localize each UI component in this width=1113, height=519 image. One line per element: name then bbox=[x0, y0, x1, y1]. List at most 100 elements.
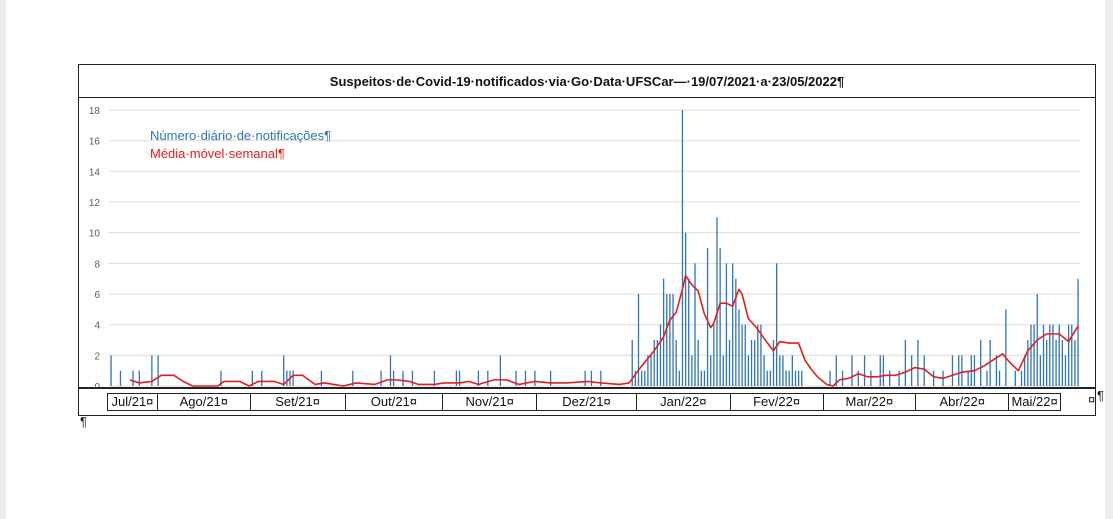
daily-bar bbox=[650, 355, 652, 386]
daily-bar bbox=[951, 355, 954, 386]
daily-bar bbox=[763, 355, 765, 386]
paragraph-mark: ¶ bbox=[80, 414, 87, 429]
daily-bar bbox=[640, 370, 643, 386]
daily-bar bbox=[590, 370, 593, 386]
daily-bar bbox=[286, 370, 288, 386]
chart-title: Suspeitos·de·Covid-19·notificados·via·Go… bbox=[79, 65, 1095, 98]
daily-bar bbox=[857, 370, 859, 386]
daily-bar bbox=[725, 263, 728, 386]
daily-bar bbox=[898, 370, 900, 386]
daily-bar bbox=[870, 370, 872, 386]
daily-bar bbox=[1030, 324, 1032, 386]
daily-bar bbox=[1058, 324, 1060, 386]
daily-bar bbox=[760, 324, 762, 386]
daily-bar bbox=[747, 355, 750, 386]
daily-bar bbox=[911, 355, 913, 386]
daily-bar bbox=[402, 370, 404, 386]
daily-bar bbox=[110, 355, 112, 386]
daily-bar bbox=[841, 370, 844, 386]
daily-bar bbox=[738, 309, 740, 386]
daily-bar bbox=[534, 370, 536, 386]
daily-bar bbox=[458, 370, 461, 386]
daily-bar bbox=[932, 370, 935, 386]
daily-bar bbox=[662, 278, 665, 386]
daily-bar bbox=[716, 217, 718, 386]
daily-bar bbox=[879, 355, 881, 386]
daily-bar bbox=[666, 294, 668, 386]
daily-bar bbox=[515, 370, 517, 386]
daily-bar bbox=[659, 324, 662, 386]
daily-bar bbox=[1020, 370, 1023, 386]
daily-bar bbox=[251, 370, 253, 386]
daily-bar bbox=[923, 355, 925, 386]
daily-bar bbox=[634, 370, 637, 386]
y-tick-label: 12 bbox=[89, 198, 101, 209]
daily-bar bbox=[958, 355, 960, 386]
cell-end-mark: ¤ bbox=[1088, 392, 1096, 407]
daily-bar bbox=[706, 248, 709, 386]
daily-bar bbox=[1005, 309, 1007, 386]
daily-bar bbox=[292, 370, 294, 386]
daily-bar bbox=[433, 370, 436, 386]
y-tick-label: 2 bbox=[94, 351, 100, 362]
daily-bar bbox=[1027, 340, 1029, 386]
daily-bar bbox=[1046, 340, 1048, 386]
daily-bar bbox=[980, 340, 982, 386]
daily-bar bbox=[644, 370, 646, 386]
daily-bar bbox=[631, 340, 633, 386]
daily-bar bbox=[477, 370, 480, 386]
daily-bar bbox=[1071, 324, 1073, 386]
daily-bar bbox=[782, 355, 784, 386]
y-tick-label: 16 bbox=[89, 137, 101, 148]
daily-bar bbox=[719, 248, 721, 386]
daily-bar bbox=[710, 355, 712, 386]
daily-bar bbox=[283, 355, 285, 386]
daily-bar bbox=[700, 370, 702, 386]
daily-bar bbox=[637, 294, 640, 386]
y-tick-label: 14 bbox=[89, 167, 101, 178]
daily-bar bbox=[967, 370, 969, 386]
daily-bar bbox=[549, 370, 552, 386]
daily-bar bbox=[151, 355, 153, 386]
chart-frame: Suspeitos·de·Covid-19·notificados·via·Go… bbox=[78, 64, 1096, 388]
daily-bar bbox=[499, 355, 502, 386]
daily-bar bbox=[389, 355, 392, 386]
moving-average-line bbox=[129, 274, 1079, 387]
daily-bar bbox=[995, 355, 998, 386]
daily-bar bbox=[1049, 324, 1051, 386]
daily-bar bbox=[1077, 278, 1079, 386]
daily-bar bbox=[741, 324, 743, 386]
daily-bar bbox=[352, 370, 354, 386]
daily-bar bbox=[722, 355, 724, 386]
month-label: Ago/21¤ bbox=[158, 394, 251, 410]
daily-bar bbox=[829, 370, 831, 386]
daily-bar bbox=[889, 370, 891, 386]
daily-bar bbox=[713, 324, 715, 386]
daily-bar bbox=[1067, 324, 1070, 386]
daily-bar bbox=[750, 340, 753, 386]
daily-bar bbox=[675, 340, 677, 386]
daily-bar bbox=[1055, 340, 1057, 386]
daily-bar bbox=[776, 263, 778, 386]
daily-bar bbox=[1064, 355, 1067, 386]
daily-bar bbox=[794, 370, 797, 386]
month-label: Set/21¤ bbox=[251, 394, 346, 410]
daily-bar bbox=[392, 370, 395, 386]
month-label-table: Jul/21¤ Ago/21¤ Set/21¤ Out/21¤ Nov/21¤ Dez/2… bbox=[78, 388, 1096, 416]
daily-bar bbox=[455, 370, 458, 386]
month-label: Out/21¤ bbox=[346, 394, 444, 410]
daily-bar bbox=[653, 340, 655, 386]
month-label: Dez/21¤ bbox=[537, 394, 637, 410]
month-label-row: Jul/21¤ Ago/21¤ Set/21¤ Out/21¤ Nov/21¤ Dez/2… bbox=[107, 393, 1061, 411]
daily-bar bbox=[1061, 340, 1063, 386]
daily-bar bbox=[1042, 324, 1045, 386]
daily-bar bbox=[138, 370, 140, 386]
month-label: Nov/21¤ bbox=[443, 394, 538, 410]
daily-bar bbox=[320, 370, 323, 386]
daily-bar bbox=[697, 340, 699, 386]
daily-bar bbox=[487, 370, 489, 386]
daily-bar bbox=[1033, 324, 1035, 386]
daily-bar bbox=[1039, 355, 1042, 386]
daily-bar bbox=[863, 355, 866, 386]
